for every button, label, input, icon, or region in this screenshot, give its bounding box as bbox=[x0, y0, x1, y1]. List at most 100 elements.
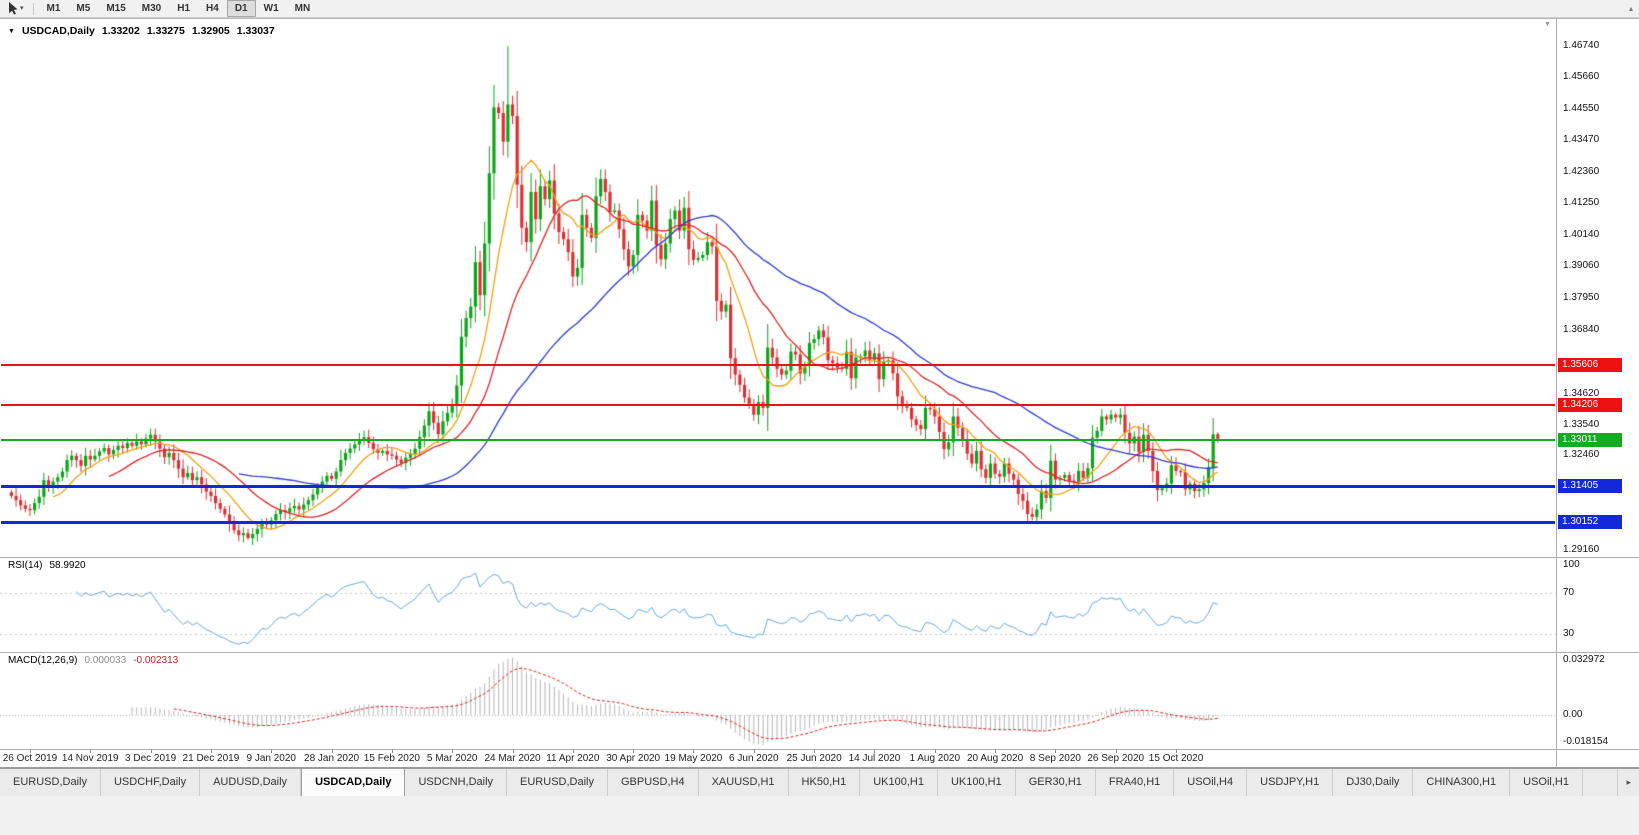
price-scale-tick[interactable]: 1.43470 bbox=[1563, 133, 1600, 145]
chart-tab-eurusd-daily[interactable]: EURUSD,Daily bbox=[507, 769, 608, 796]
chart-tab-gbpusd-h4[interactable]: GBPUSD,H4 bbox=[608, 769, 699, 796]
date-axis-label[interactable]: 6 Jun 2020 bbox=[729, 753, 779, 764]
price-scale-tick[interactable]: 1.41250 bbox=[1563, 197, 1600, 209]
rsi-indicator-label: RSI(14) 58.9920 bbox=[8, 560, 86, 571]
price-scale-tick[interactable]: 1.39060 bbox=[1563, 260, 1600, 272]
timeframe-w1-button[interactable]: W1 bbox=[263, 3, 279, 14]
date-axis-tick bbox=[934, 749, 936, 753]
cursor-tool-button[interactable]: ▾ bbox=[4, 1, 28, 16]
date-axis-label[interactable]: 3 Dec 2019 bbox=[125, 753, 177, 764]
date-axis-label[interactable]: 1 Aug 2020 bbox=[909, 753, 961, 764]
date-axis-label[interactable]: 11 Apr 2020 bbox=[546, 753, 600, 764]
chart-tab-usdjpy-h1[interactable]: USDJPY,H1 bbox=[1247, 769, 1334, 796]
chart-tab-ger30-h1[interactable]: GER30,H1 bbox=[1016, 769, 1096, 796]
date-axis-label[interactable]: 25 Jun 2020 bbox=[786, 753, 842, 764]
price-scale-tick[interactable]: 1.44550 bbox=[1563, 102, 1600, 114]
pane-separator bbox=[0, 749, 1639, 750]
toolbar-collapse-icon[interactable]: ▴ bbox=[1628, 4, 1633, 13]
price-scale-tick[interactable]: 1.29160 bbox=[1563, 544, 1600, 556]
chart-tabs: EURUSD,Daily USDCHF,Daily AUDUSD,Daily USDC… bbox=[0, 769, 1617, 796]
chart-tab-usoil-h1[interactable]: USOil,H1 bbox=[1510, 769, 1583, 796]
macd-scale-bottom-label: -0.018154 bbox=[1563, 736, 1609, 747]
horizontal-level-line[interactable] bbox=[1, 438, 1555, 441]
macd-main-value: 0.000033 bbox=[84, 655, 127, 666]
date-axis-label[interactable]: 14 Nov 2019 bbox=[61, 753, 119, 764]
date-axis-tick bbox=[814, 749, 816, 753]
date-axis-label[interactable]: 19 May 2020 bbox=[664, 753, 723, 764]
macd-pane-canvas[interactable] bbox=[0, 653, 1556, 749]
chart-tab-usdcad-daily[interactable]: USDCAD,Daily bbox=[301, 769, 406, 796]
price-scale-tick[interactable]: 1.32460 bbox=[1563, 449, 1600, 461]
date-axis-label[interactable]: 26 Oct 2019 bbox=[2, 753, 58, 764]
date-axis-label[interactable]: 8 Sep 2020 bbox=[1029, 753, 1081, 764]
date-axis-label[interactable]: 21 Dec 2019 bbox=[182, 753, 240, 764]
chart-tab-audusd-daily[interactable]: AUDUSD,Daily bbox=[200, 769, 302, 796]
timeframe-m5-button[interactable]: M5 bbox=[76, 3, 91, 14]
symbol-period-label: USDCAD,Daily bbox=[21, 25, 95, 37]
chart-tab-usdcnh-daily[interactable]: USDCNH,Daily bbox=[405, 769, 508, 796]
price-level-badge: 1.30152 bbox=[1558, 514, 1622, 529]
timeframe-mn-button[interactable]: MN bbox=[294, 3, 311, 14]
chart-title: ▼ USDCAD,Daily 1.33202 1.33275 1.32905 1… bbox=[8, 25, 275, 37]
price-scale-tick[interactable]: 1.34620 bbox=[1563, 387, 1600, 399]
chart-tab-fra40-h1[interactable]: FRA40,H1 bbox=[1096, 769, 1175, 796]
chart-tab-uk100-h1[interactable]: UK100,H1 bbox=[860, 769, 938, 796]
date-axis-label[interactable]: 28 Jan 2020 bbox=[304, 753, 360, 764]
price-scale-tick[interactable]: 1.46740 bbox=[1563, 39, 1600, 51]
horizontal-level-line[interactable] bbox=[1, 520, 1555, 524]
chart-tab-usdchf-daily[interactable]: USDCHF,Daily bbox=[101, 769, 201, 796]
timeframe-m30-button[interactable]: M30 bbox=[141, 3, 162, 14]
chart-window: ▼ USDCAD,Daily 1.33202 1.33275 1.32905 1… bbox=[0, 18, 1639, 768]
chart-tab-xauusd-h1[interactable]: XAUUSD,H1 bbox=[699, 769, 789, 796]
cursor-dropdown-icon[interactable]: ▾ bbox=[20, 4, 24, 12]
date-axis-tick bbox=[29, 749, 31, 753]
macd-indicator-label: MACD(12,26,9) 0.000033 -0.002313 bbox=[8, 655, 178, 666]
rsi-name: RSI(14) bbox=[8, 560, 43, 571]
price-scale-tick[interactable]: 1.40140 bbox=[1563, 229, 1600, 241]
chart-shift-marker-icon[interactable]: ▼ bbox=[1544, 21, 1551, 28]
date-axis-label[interactable]: 14 Jul 2020 bbox=[848, 753, 901, 764]
date-axis-tick bbox=[210, 749, 212, 753]
rsi-scale-label: 100 bbox=[1563, 559, 1580, 570]
date-axis-label[interactable]: 15 Oct 2020 bbox=[1148, 753, 1204, 764]
chart-tab-dj30-daily[interactable]: DJ30,Daily bbox=[1333, 769, 1414, 796]
chart-tab-uk100-h1[interactable]: UK100,H1 bbox=[938, 769, 1016, 796]
date-axis-label[interactable]: 5 Mar 2020 bbox=[426, 753, 478, 764]
price-scale-separator[interactable] bbox=[1556, 19, 1557, 768]
date-axis-label[interactable]: 20 Aug 2020 bbox=[966, 753, 1024, 764]
price-scale-tick[interactable]: 1.36840 bbox=[1563, 323, 1600, 335]
price-level-badge: 1.35606 bbox=[1558, 358, 1622, 373]
chart-tab-eurusd-daily[interactable]: EURUSD,Daily bbox=[0, 769, 101, 796]
date-axis-label[interactable]: 30 Apr 2020 bbox=[606, 753, 661, 764]
date-axis-label[interactable]: 15 Feb 2020 bbox=[363, 753, 420, 764]
rsi-pane-canvas[interactable] bbox=[0, 558, 1556, 652]
horizontal-level-line[interactable] bbox=[1, 484, 1555, 488]
timeframe-h4-button[interactable]: H4 bbox=[206, 3, 219, 14]
horizontal-level-line[interactable] bbox=[1, 404, 1555, 407]
timeframe-d1-button[interactable]: D1 bbox=[226, 0, 256, 17]
price-level-badge: 1.31405 bbox=[1558, 478, 1622, 493]
date-axis-tick bbox=[753, 749, 755, 753]
chart-tab-usoil-h4[interactable]: USOil,H4 bbox=[1174, 769, 1248, 796]
price-scale-tick[interactable]: 1.42360 bbox=[1563, 165, 1600, 177]
timeframe-h1-button[interactable]: H1 bbox=[177, 3, 191, 14]
symbol-dropdown-icon[interactable]: ▼ bbox=[8, 27, 15, 35]
date-axis-tick bbox=[271, 749, 273, 753]
macd-signal-value: -0.002313 bbox=[133, 655, 179, 666]
price-scale-tick[interactable]: 1.45660 bbox=[1563, 70, 1600, 82]
price-scale-tick[interactable]: 1.37950 bbox=[1563, 292, 1600, 304]
timeframe-m1-button[interactable]: M1 bbox=[46, 3, 61, 14]
tab-scroll-right-button[interactable]: ▸ bbox=[1617, 769, 1639, 796]
date-axis-tick bbox=[1115, 749, 1117, 753]
horizontal-level-line[interactable] bbox=[1, 364, 1555, 367]
chart-tab-china300-h1[interactable]: CHINA300,H1 bbox=[1413, 769, 1511, 796]
date-axis-label[interactable]: 26 Sep 2020 bbox=[1087, 753, 1145, 764]
date-axis-label[interactable]: 9 Jan 2020 bbox=[246, 753, 296, 764]
timeframe-m15-button[interactable]: M15 bbox=[106, 3, 126, 14]
price-scale-tick[interactable]: 1.33540 bbox=[1563, 418, 1600, 430]
date-axis-label[interactable]: 24 Mar 2020 bbox=[484, 753, 541, 764]
chart-tab-hk50-h1[interactable]: HK50,H1 bbox=[789, 769, 861, 796]
date-axis-tick bbox=[452, 749, 454, 753]
price-chart-canvas[interactable] bbox=[0, 23, 1556, 557]
